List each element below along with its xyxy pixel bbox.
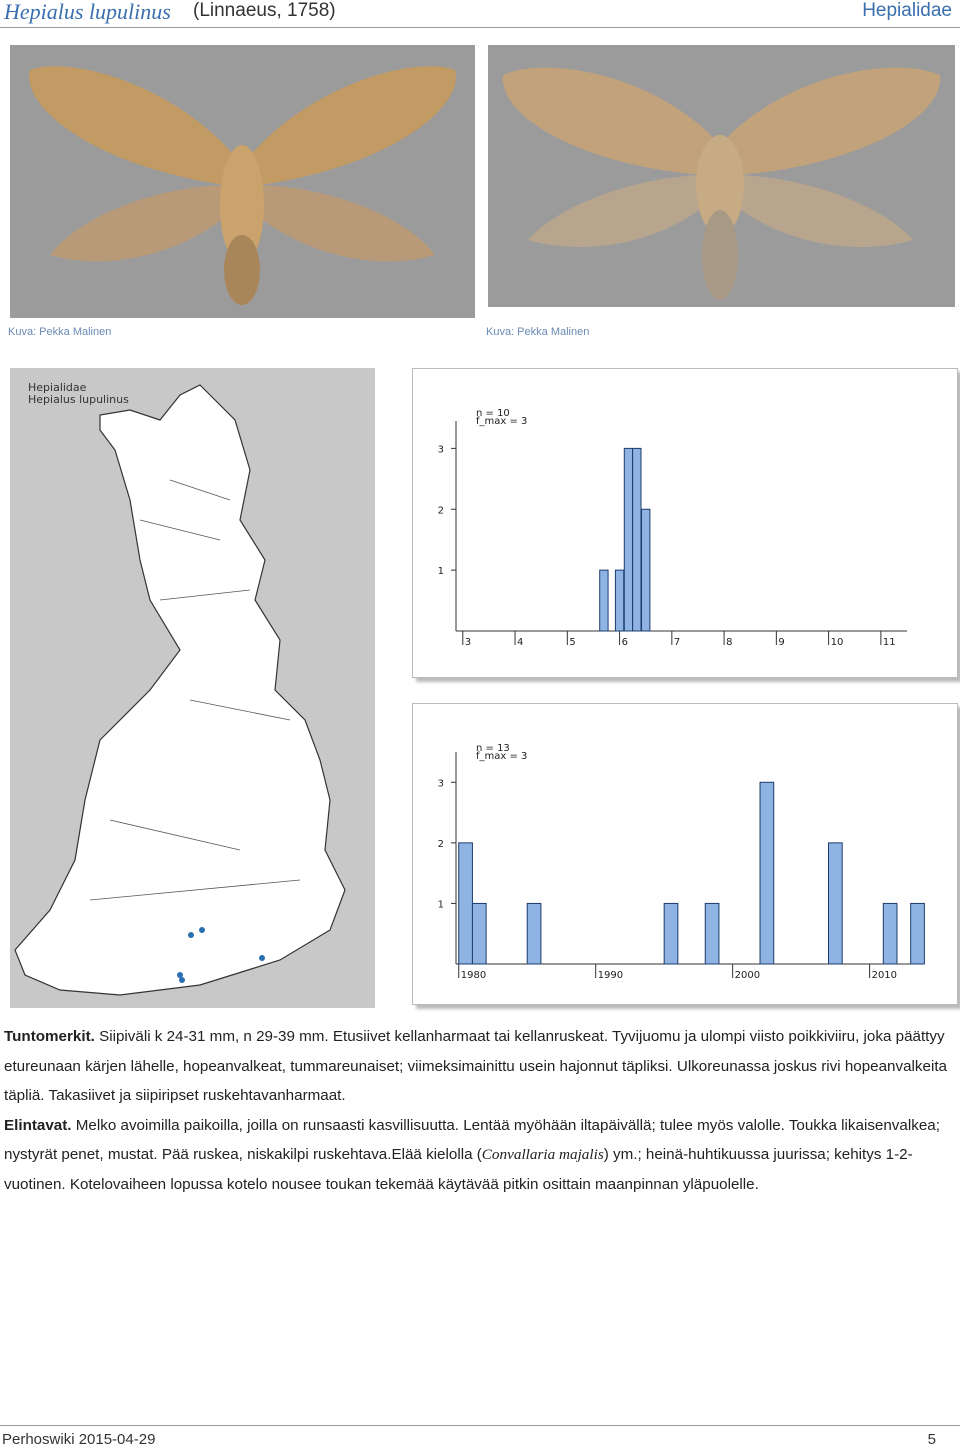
y-tick-label: 2 [438,505,444,516]
bar [641,508,651,632]
paragraph-label: Elintavat. [4,1116,72,1134]
footer-date: Perhoswiki 2015-04-29 [2,1431,156,1448]
bar [704,902,720,965]
bar [458,842,473,965]
bar [882,902,898,965]
bar [599,569,609,632]
paragraph-text: Siipiväli k 24-31 mm, n 29-39 mm. Etusii… [4,1028,947,1105]
distribution-map: Hepialidae Hepialus lupulinus [10,368,375,1008]
chart-frame: 1 2 3 1980 1990 2000 2010 n = 13 f_max = 3 [412,703,958,1005]
y-tick-label: 1 [438,899,444,910]
photo-1 [10,45,475,318]
header-author: (Linnaeus, 1758) [193,0,336,21]
bar [828,842,843,965]
bar [614,569,625,632]
paragraph: Elintavat. Melko avoimilla paikoilla, jo… [4,1111,949,1200]
y-tick-label: 3 [438,444,444,455]
bar [471,902,487,965]
x-tick-label: 9 [778,637,784,648]
map-species: Hepialus lupulinus [28,393,129,406]
x-tick-label: 10 [831,637,844,648]
x-tick-label: 4 [517,637,523,648]
paragraph-label: Tuntomerkit. [4,1028,95,1045]
x-tick-label: 2000 [735,970,760,981]
y-tick-label: 2 [438,839,444,850]
photo-caption: Kuva: Pekka Malinen [8,326,112,338]
x-tick-label: 6 [622,637,628,648]
x-tick-label: 2010 [872,970,897,981]
x-tick-label: 3 [465,637,471,648]
annotation: f_max = 3 [476,416,527,427]
y-tick-label: 1 [438,566,444,577]
header-family: Hepialidae [862,0,952,21]
bar [632,447,642,632]
annotation: n = 13 [476,743,510,754]
chart-frame: 1 2 3 3 4 5 6 7 8 9 10 11 n = 10 f_max = 3 [412,368,958,678]
bar [623,447,634,632]
header-rule [0,27,960,28]
x-tick-label: 11 [883,637,896,648]
chart: 1 2 3 1980 1990 2000 2010 n = 13f_max = 3 [438,743,925,981]
x-tick-label: 8 [726,637,732,648]
paragraph-text: ) ym.; heinä-huhtikuussa juurissa; kehit… [4,1146,913,1193]
annotation: n = 10 [476,408,510,419]
map-family: Hepialidae [28,381,87,394]
page-number: 5 [927,1431,936,1448]
photo-caption: Kuva: Pekka Malinen [486,326,590,338]
body-text: Tuntomerkit. Siipiväli k 24-31 mm, n 29-… [4,1022,949,1200]
species-name: Convallaria majalis [481,1146,604,1164]
bar [759,781,775,965]
paragraph-text: Melko avoimilla paikoilla, joilla on run… [4,1116,940,1164]
x-tick-label: 5 [569,637,575,648]
chart: 1 2 3 3 4 5 6 7 8 9 10 11 n = 10f_max = 3 [438,408,907,648]
paragraph: Tuntomerkit. Siipiväli k 24-31 mm, n 29-… [4,1022,949,1111]
bar [663,902,679,965]
header-species: Hepialus lupulinus [4,0,171,24]
x-tick-label: 7 [674,637,680,648]
x-tick-label: 1980 [461,970,486,981]
x-tick-label: 1990 [598,970,623,981]
bar [910,902,925,965]
y-tick-label: 3 [438,778,444,789]
photo-2 [488,45,955,307]
bar [526,902,542,965]
annotation: f_max = 3 [476,751,527,762]
footer-rule [0,1425,960,1426]
